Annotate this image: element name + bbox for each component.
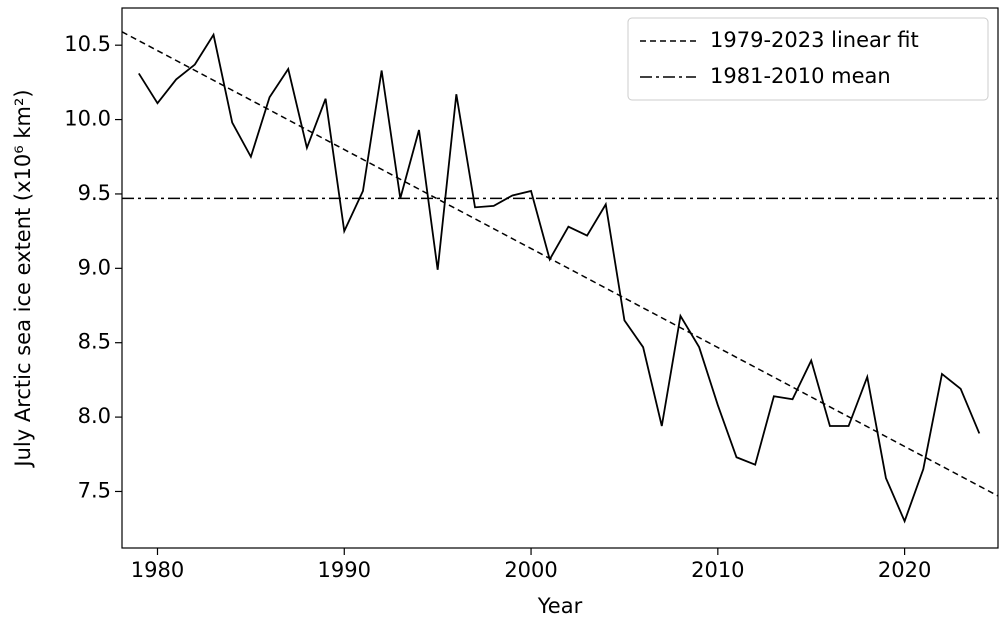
- x-tick-label: 2020: [878, 558, 931, 582]
- y-tick-label: 10.0: [64, 107, 111, 131]
- y-tick-label: 10.5: [64, 32, 111, 56]
- y-tick-label: 9.5: [78, 181, 111, 205]
- y-tick-label: 8.5: [78, 330, 111, 354]
- x-tick-label: 2010: [691, 558, 744, 582]
- x-tick-label: 1980: [131, 558, 184, 582]
- reference-line: [121, 31, 999, 497]
- y-tick-label: 7.5: [78, 478, 111, 502]
- legend-label: 1981-2010 mean: [710, 64, 891, 88]
- x-tick-label: 1990: [318, 558, 371, 582]
- data-line: [138, 32, 981, 524]
- legend-label: 1979-2023 linear fit: [710, 28, 919, 52]
- plot-frame: [121, 7, 999, 549]
- x-axis-title: Year: [537, 594, 583, 618]
- y-tick-label: 8.0: [78, 404, 111, 428]
- y-axis-title: July Arctic sea ice extent (x10⁶ km²): [11, 89, 35, 468]
- legend-box: [627, 17, 989, 101]
- x-tick-label: 2000: [504, 558, 557, 582]
- y-tick-label: 9.0: [78, 255, 111, 279]
